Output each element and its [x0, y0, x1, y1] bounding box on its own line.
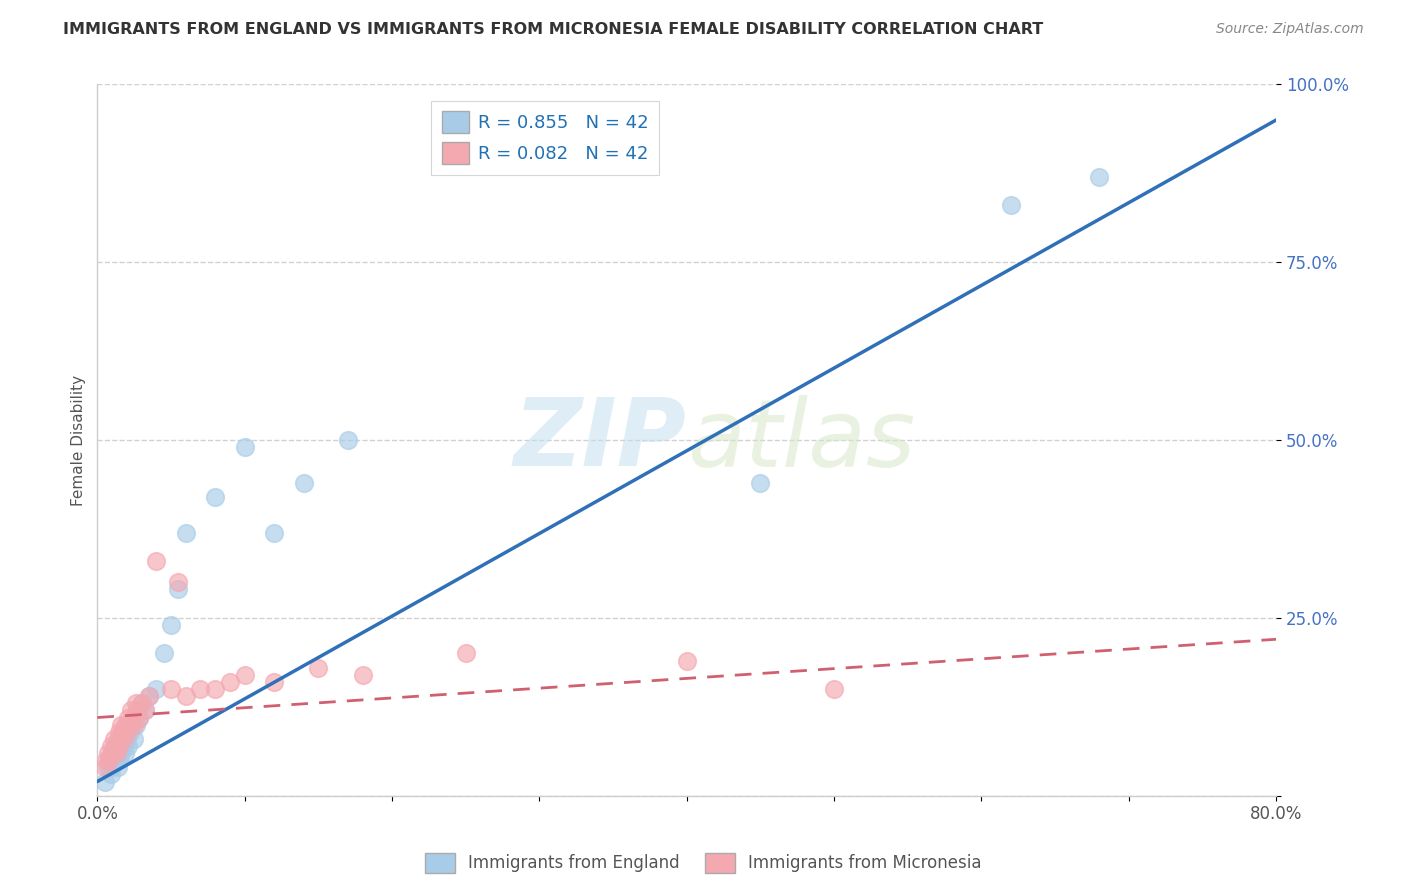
Point: [675, 654, 697, 668]
Point: [120, 717, 142, 731]
Point: [1000, 198, 1022, 212]
Point: [101, 760, 124, 774]
Point: [117, 739, 139, 753]
Point: [93, 760, 115, 774]
Point: [115, 717, 138, 731]
Point: [100, 739, 122, 753]
Point: [110, 746, 132, 760]
Point: [103, 731, 125, 746]
Text: Source: ZipAtlas.com: Source: ZipAtlas.com: [1216, 22, 1364, 37]
Point: [127, 703, 149, 717]
Point: [114, 746, 136, 760]
Legend: Immigrants from England, Immigrants from Micronesia: Immigrants from England, Immigrants from…: [418, 847, 988, 880]
Point: [167, 582, 190, 597]
Point: [131, 696, 153, 710]
Point: [190, 681, 212, 696]
Point: [336, 433, 359, 447]
Point: [105, 746, 128, 760]
Point: [104, 739, 127, 753]
Point: [101, 746, 124, 760]
Point: [100, 767, 122, 781]
Point: [111, 731, 134, 746]
Point: [104, 739, 127, 753]
Point: [204, 681, 226, 696]
Point: [122, 731, 145, 746]
Point: [115, 724, 138, 739]
Point: [160, 618, 183, 632]
Legend: R = 0.855   N = 42, R = 0.082   N = 42: R = 0.855 N = 42, R = 0.082 N = 42: [432, 101, 659, 176]
Point: [263, 525, 285, 540]
Point: [111, 724, 134, 739]
Point: [112, 731, 135, 746]
Point: [233, 440, 256, 454]
Point: [117, 710, 139, 724]
Text: ZIP: ZIP: [513, 394, 686, 486]
Point: [145, 554, 167, 568]
Point: [107, 760, 129, 774]
Point: [307, 661, 329, 675]
Point: [108, 739, 131, 753]
Point: [96, 753, 118, 767]
Point: [127, 703, 149, 717]
Point: [93, 774, 115, 789]
Point: [112, 739, 135, 753]
Point: [1088, 169, 1111, 184]
Point: [124, 696, 146, 710]
Point: [101, 746, 124, 760]
Point: [233, 668, 256, 682]
Point: [292, 475, 315, 490]
Point: [98, 753, 121, 767]
Point: [823, 681, 845, 696]
Point: [204, 490, 226, 504]
Point: [167, 575, 190, 590]
Y-axis label: Female Disability: Female Disability: [72, 375, 86, 506]
Point: [454, 647, 477, 661]
Point: [219, 675, 242, 690]
Point: [107, 731, 129, 746]
Point: [118, 724, 141, 739]
Point: [105, 746, 128, 760]
Point: [160, 681, 183, 696]
Point: [115, 731, 138, 746]
Point: [108, 739, 131, 753]
Point: [121, 710, 143, 724]
Point: [118, 717, 141, 731]
Point: [110, 717, 132, 731]
Point: [128, 710, 150, 724]
Point: [174, 525, 197, 540]
Point: [97, 760, 120, 774]
Point: [108, 753, 131, 767]
Text: atlas: atlas: [686, 394, 915, 485]
Point: [134, 703, 156, 717]
Point: [104, 753, 127, 767]
Point: [145, 681, 167, 696]
Text: IMMIGRANTS FROM ENGLAND VS IMMIGRANTS FROM MICRONESIA FEMALE DISABILITY CORRELAT: IMMIGRANTS FROM ENGLAND VS IMMIGRANTS FR…: [63, 22, 1043, 37]
Point: [352, 668, 374, 682]
Point: [138, 689, 160, 703]
Point: [138, 689, 160, 703]
Point: [122, 717, 145, 731]
Point: [174, 689, 197, 703]
Point: [98, 753, 121, 767]
Point: [128, 710, 150, 724]
Point: [131, 696, 153, 710]
Point: [124, 717, 146, 731]
Point: [120, 703, 142, 717]
Point: [134, 703, 156, 717]
Point: [114, 717, 136, 731]
Point: [263, 675, 285, 690]
Point: [97, 746, 120, 760]
Point: [112, 724, 135, 739]
Point: [152, 647, 174, 661]
Point: [108, 724, 131, 739]
Point: [749, 475, 772, 490]
